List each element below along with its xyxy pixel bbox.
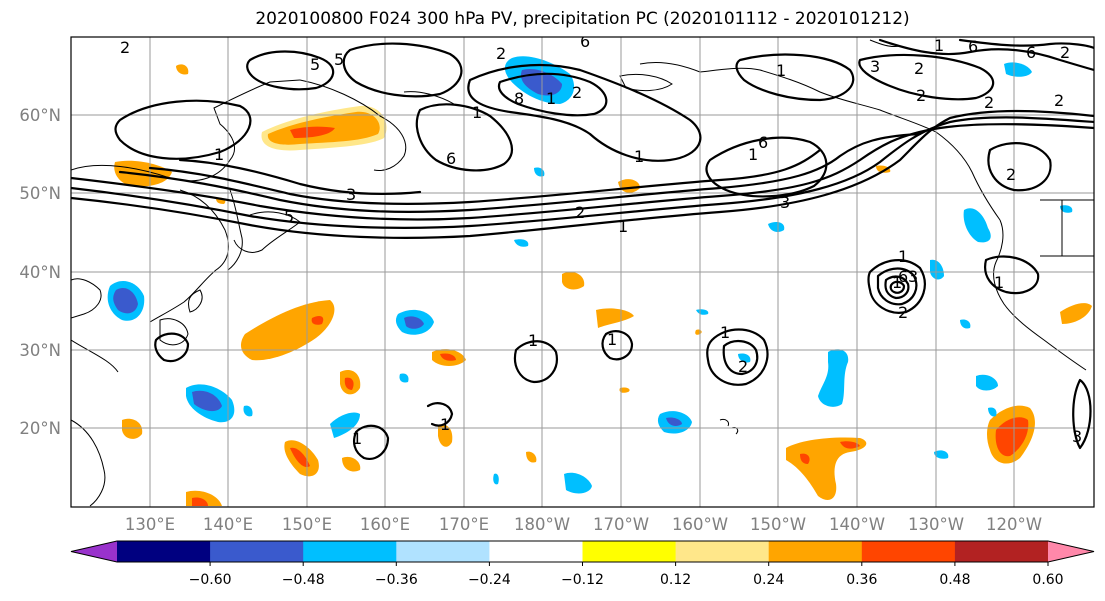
map-title: 2020100800 F024 300 hPa PV, precipitatio… xyxy=(255,9,910,29)
contour-label: 1 xyxy=(472,103,482,122)
colorbar-tick-label: 0.12 xyxy=(660,572,691,588)
lon-label: 140°W xyxy=(829,515,885,534)
contour-label: 2 xyxy=(1060,43,1070,62)
contour-label: 2 xyxy=(738,357,748,376)
colorbar-tick-label: −0.36 xyxy=(375,572,418,588)
colorbar-tick-label: 0.60 xyxy=(1032,572,1063,588)
contour-label: 5 xyxy=(284,207,294,226)
contour-label: 1 xyxy=(898,247,908,266)
lon-label: 150°W xyxy=(750,515,806,534)
contour-label: 2 xyxy=(1054,91,1064,110)
contour-label: 1 xyxy=(748,145,758,164)
colorbar-extend-low xyxy=(71,541,117,562)
contour-label: 6 xyxy=(968,37,978,56)
contour-label: 3 xyxy=(1072,427,1082,446)
contour-label: 1 xyxy=(546,89,556,108)
contour-label: 6 xyxy=(580,32,590,51)
colorbar-swatch xyxy=(210,541,304,562)
contour-label: 3 xyxy=(780,193,790,212)
contour-label: 6 xyxy=(898,267,908,286)
contour-label: 3 xyxy=(908,267,918,286)
colorbar-outline xyxy=(70,540,1095,563)
lat-label: 50°N xyxy=(19,184,61,203)
contour-label: 2 xyxy=(984,93,994,112)
colorbar-tick-label: −0.60 xyxy=(189,572,232,588)
colorbar-swatch xyxy=(117,541,211,562)
colorbar: −0.60 −0.48 −0.36 −0.24 −0.12 0.12 0.24 0.36 0.4… xyxy=(70,540,1095,588)
contour-label: 1 xyxy=(352,429,362,448)
contour-label: 2 xyxy=(898,303,908,322)
lon-label: 160°E xyxy=(360,515,410,534)
contour-label: 1 xyxy=(618,217,628,236)
contour-label: 1 xyxy=(440,415,450,434)
colorbar-swatch xyxy=(675,541,770,562)
lon-label: 130°W xyxy=(908,515,964,534)
contour-label: 8 xyxy=(514,89,524,108)
colorbar-tick-label: −0.24 xyxy=(468,572,511,588)
contour-label: 5 xyxy=(334,50,344,69)
contour-label: 2 xyxy=(575,203,585,222)
contour-label: 2 xyxy=(572,83,582,102)
precip-fill-layer xyxy=(107,56,1092,506)
colorbar-tick-label: 0.24 xyxy=(753,572,784,588)
colorbar-swatch xyxy=(396,541,490,562)
contour-label: 1 xyxy=(634,147,644,166)
longitude-labels: 130°E 140°E 150°E 160°E 170°E 180°W 170°… xyxy=(125,515,1042,534)
colorbar-tick-label: −0.12 xyxy=(561,572,604,588)
latitude-labels: 60°N 50°N 40°N 30°N 20°N xyxy=(19,106,61,438)
contour-label: 2 xyxy=(916,86,926,105)
colorbar-tick-label: −0.48 xyxy=(282,572,325,588)
lon-label: 180°W xyxy=(514,515,570,534)
contour-label: 5 xyxy=(310,55,320,74)
contour-label: 3 xyxy=(870,57,880,76)
colorbar-swatch xyxy=(582,541,677,562)
lat-label: 30°N xyxy=(19,341,61,360)
lon-label: 160°W xyxy=(672,515,728,534)
lat-label: 40°N xyxy=(19,263,61,282)
contour-label: 1 xyxy=(528,331,538,350)
lon-label: 130°E xyxy=(125,515,175,534)
contour-label: 1 xyxy=(892,273,902,292)
lat-label: 20°N xyxy=(19,419,61,438)
colorbar-swatch xyxy=(861,541,956,562)
colorbar-swatch xyxy=(303,541,397,562)
contour-label: 1 xyxy=(994,273,1004,292)
colorbar-swatch xyxy=(768,541,863,562)
contour-label: 6 xyxy=(1026,43,1036,62)
contour-label: 6 xyxy=(758,133,768,152)
graticule xyxy=(71,37,1094,507)
contour-label: 2 xyxy=(120,38,130,57)
colorbar-swatch xyxy=(954,541,1049,562)
contour-label: 1 xyxy=(776,61,786,80)
contour-label: 2 xyxy=(1006,165,1016,184)
pv-contour-layer xyxy=(71,38,1094,460)
pv-contour-line xyxy=(71,109,1094,239)
lon-label: 170°E xyxy=(439,515,489,534)
contour-label: 2 xyxy=(496,44,506,63)
contour-label: 2 xyxy=(914,59,924,78)
contour-label: 1 xyxy=(934,36,944,55)
colorbar-extend-high xyxy=(1048,541,1094,562)
contour-labels: 2 5 5 2 6 2 8 1 1 6 2 3 1 3 5 1 6 2 1 6 … xyxy=(120,32,1082,448)
lon-label: 170°W xyxy=(593,515,649,534)
lat-label: 60°N xyxy=(19,106,61,125)
lon-label: 140°E xyxy=(203,515,253,534)
contour-label: 6 xyxy=(446,149,456,168)
colorbar-tick-label: 0.48 xyxy=(939,572,970,588)
contour-label: 3 xyxy=(346,185,356,204)
plot-border xyxy=(70,36,1095,508)
lon-label: 120°W xyxy=(986,515,1042,534)
contour-label: 1 xyxy=(720,323,730,342)
colorbar-swatch xyxy=(489,541,583,562)
lon-label: 150°E xyxy=(282,515,332,534)
contour-label: 1 xyxy=(214,145,224,164)
colorbar-tick-label: 0.36 xyxy=(846,572,877,588)
contour-label: 1 xyxy=(607,330,617,349)
